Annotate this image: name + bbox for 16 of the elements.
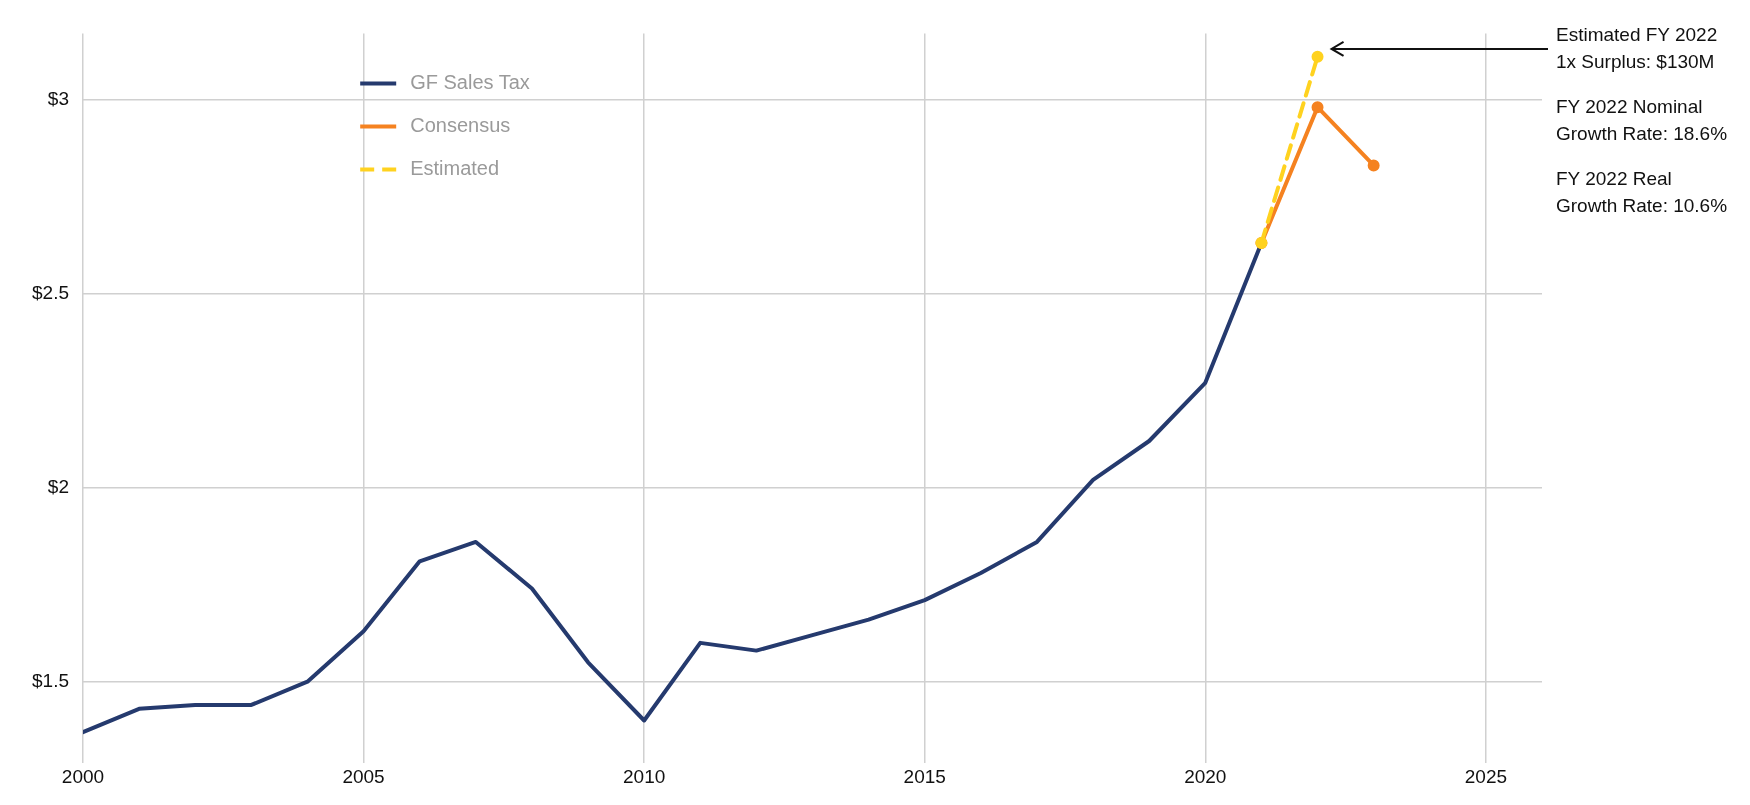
x-tick-label: 2025 bbox=[1464, 765, 1508, 787]
x-tick-label: 2005 bbox=[342, 765, 385, 787]
x-tick-label: 2020 bbox=[1184, 765, 1227, 787]
y-tick-label: $2.5 bbox=[32, 281, 69, 303]
legend-label: Estimated bbox=[410, 156, 500, 179]
text: FY 2022 Real Growth Rate: 10.6% bbox=[1556, 167, 1728, 216]
x-tick-label: 2010 bbox=[623, 765, 666, 787]
y-tick-label: $2 bbox=[47, 475, 69, 497]
x-tick-label: 2000 bbox=[61, 765, 105, 787]
text: Estimated FY 2022 1x Surplus: $130M bbox=[1556, 23, 1718, 72]
x-tick-label: 2015 bbox=[903, 765, 946, 787]
y-tick-label: $3 bbox=[47, 87, 69, 109]
text: FY 2022 Nominal Growth Rate: 18.6% bbox=[1556, 95, 1728, 144]
legend-label: Consensus bbox=[410, 113, 511, 136]
y-tick-label: $1.5 bbox=[32, 669, 69, 691]
legend-label: GF Sales Tax bbox=[410, 70, 530, 93]
